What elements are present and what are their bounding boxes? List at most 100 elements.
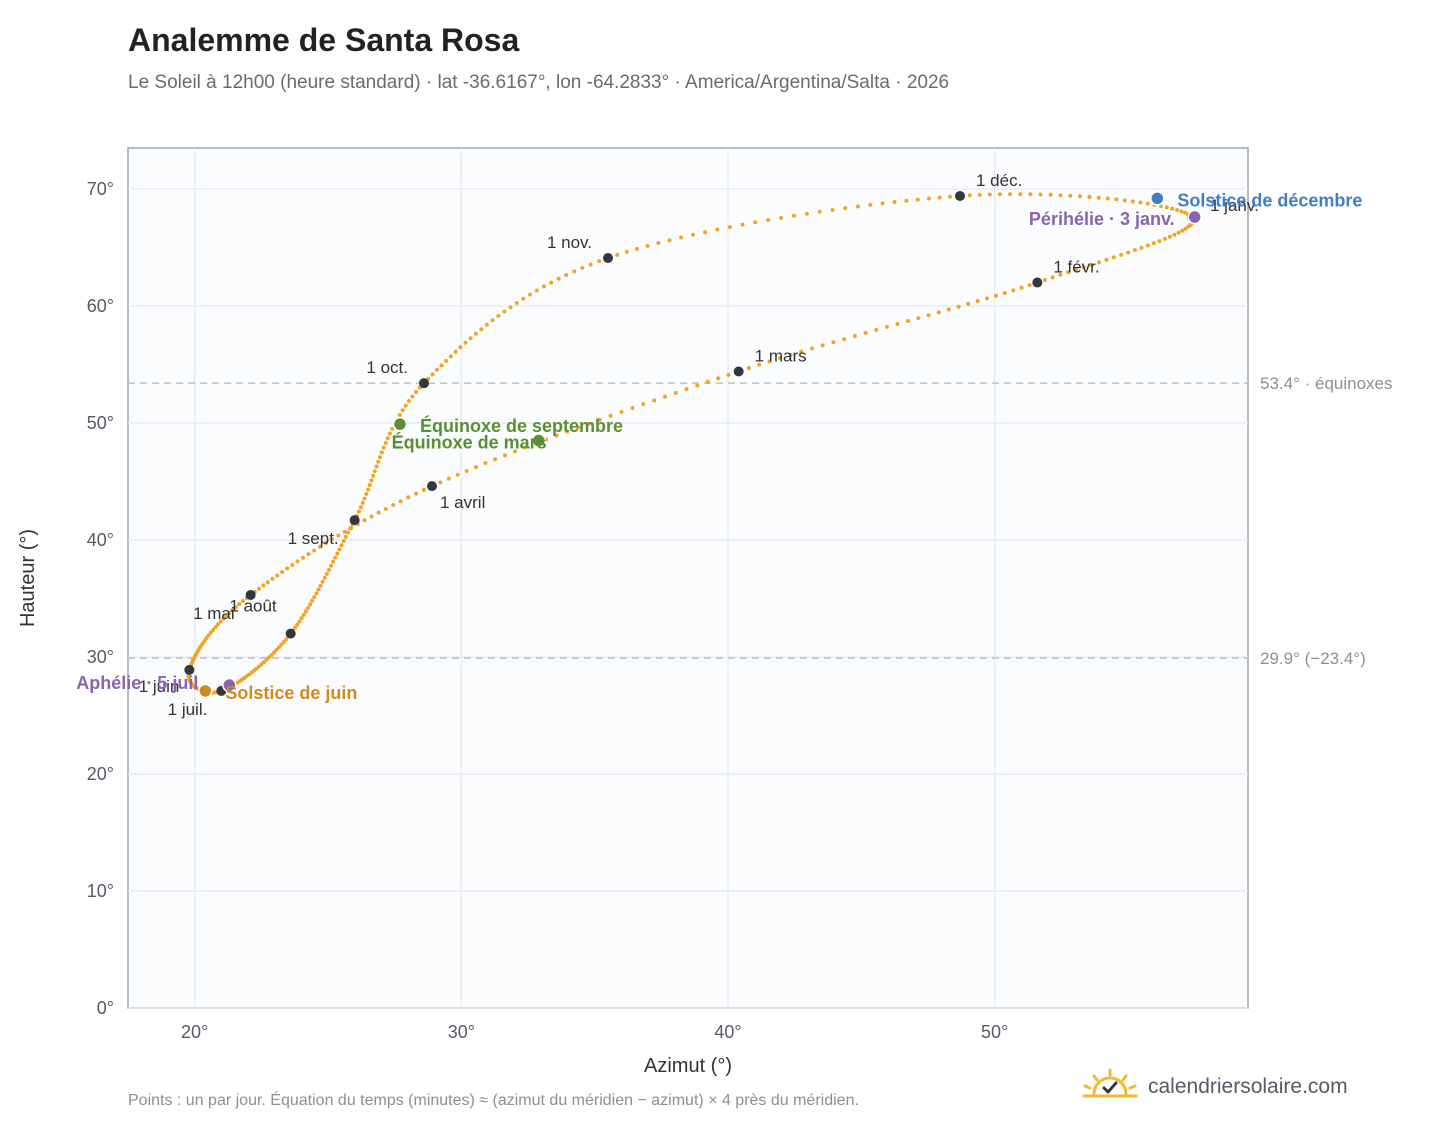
daily-point [400,408,405,413]
daily-point [1104,257,1109,262]
daily-point [572,269,577,274]
daily-point [1170,206,1175,211]
daily-point [316,587,321,592]
daily-point [564,273,569,278]
daily-point [483,461,488,466]
daily-point [880,201,885,206]
daily-point [218,619,223,624]
daily-point [290,562,295,567]
daily-point [318,544,323,549]
month-label: 1 sept. [288,529,339,548]
daily-point [403,403,408,408]
grid-lines [128,148,1248,1009]
daily-point [673,390,678,395]
daily-point [305,605,310,610]
daily-point [336,533,341,538]
y-tick-label: 40° [87,530,114,550]
daily-point [342,529,347,534]
y-tick-label: 10° [87,881,114,901]
plot-area [127,147,1249,1009]
daily-point [1172,232,1177,237]
daily-point [946,307,951,312]
daily-point [410,394,415,399]
daily-point [727,225,732,230]
daily-point [280,570,285,575]
daily-point [343,534,348,539]
daily-point [439,363,444,368]
daily-point [463,340,468,345]
daily-point [1073,267,1078,272]
daily-point [430,372,435,377]
daily-point [926,313,931,318]
daily-point [513,449,518,454]
daily-point [378,455,383,460]
daily-point [293,625,298,630]
daily-point [740,222,745,227]
month-marker [427,481,437,492]
daily-point [1068,193,1073,198]
daily-point [634,246,639,251]
daily-point [1122,198,1127,203]
reference-lines: 53.4° · équinoxes 29.9° (−23.4°) [128,374,1393,668]
daily-point [337,547,342,552]
brand[interactable]: calendriersolaire.com [1082,1068,1348,1105]
daily-point [390,426,395,431]
daily-point [967,193,972,198]
daily-point [300,555,305,560]
daily-point [318,583,323,588]
daily-point [265,580,270,585]
daily-point [1105,196,1110,201]
daily-point [314,591,319,596]
daily-point [1175,207,1180,212]
daily-point [276,645,281,650]
daily-point [766,218,771,223]
footnote: Points : un par jour. Équation du temps … [128,1092,859,1109]
daily-point [1050,275,1055,280]
daily-point [652,398,657,403]
daily-point [936,310,941,315]
month-marker [955,190,965,201]
daily-point [374,464,379,469]
daily-point [1058,193,1063,198]
daily-point [473,465,478,470]
daily-point [285,566,290,571]
daily-point [502,453,507,458]
daily-point [275,573,280,578]
daily-point [1139,245,1144,250]
month-label: 1 mars [755,346,807,365]
axis-ticks: 20° 30° 40° 50° 0° 10° 20° 30° 40° 50° 60° 70° [87,179,1009,1042]
daily-point [791,213,796,218]
y-tick-label: 50° [87,413,114,433]
daily-point [490,318,495,323]
daily-point [274,647,279,652]
daily-point [508,305,513,310]
daily-point [367,482,372,487]
daily-point [391,503,396,508]
y-tick-label: 20° [87,764,114,784]
daily-point [464,468,469,473]
daily-point [329,563,334,568]
daily-point [237,602,242,607]
daily-point [362,496,367,501]
daily-point [1078,194,1082,199]
daily-point [502,309,507,314]
y-tick-label: 30° [87,647,114,667]
daily-point [269,652,274,657]
daily-point [656,241,661,246]
month-label: 1 juin [139,677,180,696]
daily-point [397,412,402,417]
daily-point [809,346,814,351]
daily-point [817,209,822,214]
daily-point [884,324,889,329]
daily-point [376,510,381,515]
brand-name: calendriersolaire.com [1148,1074,1348,1098]
event-label: Solstice de décembre [1177,190,1362,210]
daily-point [667,238,672,243]
daily-point [1008,192,1013,197]
month-label: 1 oct. [366,358,408,377]
daily-point [1138,200,1143,205]
daily-point [705,379,710,384]
daily-point [496,313,501,318]
daily-point [679,235,684,240]
